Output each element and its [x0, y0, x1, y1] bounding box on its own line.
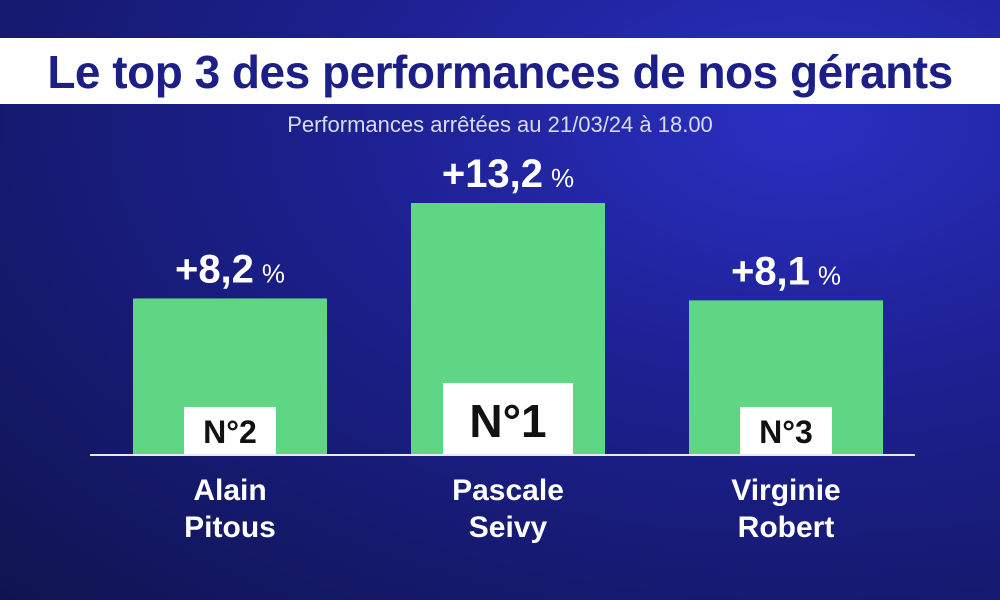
manager-first-name: Virginie — [731, 474, 840, 507]
rank-badge — [443, 383, 573, 455]
bar-group: +13,2 % N°1 Pascale Seivy — [411, 152, 605, 544]
bar-value-unit: % — [262, 258, 285, 288]
bar-value: +8,1 — [731, 249, 810, 293]
bar-value-unit: % — [551, 163, 574, 193]
manager-last-name: Seivy — [469, 511, 548, 544]
manager-first-name: Pascale — [452, 474, 564, 507]
rank-badge — [740, 407, 832, 455]
title-band — [0, 38, 1000, 104]
manager-first-name: Alain — [193, 474, 266, 507]
bar-value: +8,2 — [175, 247, 254, 291]
bar-value: +13,2 — [442, 152, 543, 196]
page-title: Le top 3 des performances de nos gérants — [47, 46, 953, 98]
bar-value-label: +13,2% — [442, 152, 574, 196]
manager-last-name: Pitous — [184, 511, 276, 544]
bar-group: +8,2 % N°2 Alain Pitous — [133, 247, 327, 544]
rank-label: N°1 — [469, 395, 546, 447]
bar-group: +8,1 % N°3 Virginie Robert — [689, 249, 883, 544]
bar-value-unit: % — [818, 260, 841, 290]
bar-value-label: +8,2% — [175, 247, 285, 291]
rank-label: N°3 — [759, 414, 813, 450]
rank-badge — [184, 407, 276, 455]
bar-value-label: +8,1% — [731, 249, 841, 293]
manager-last-name: Robert — [738, 511, 835, 544]
rank-label: N°2 — [203, 414, 257, 450]
chart-subtitle: Performances arrêtées au 21/03/24 à 18.0… — [287, 112, 713, 137]
